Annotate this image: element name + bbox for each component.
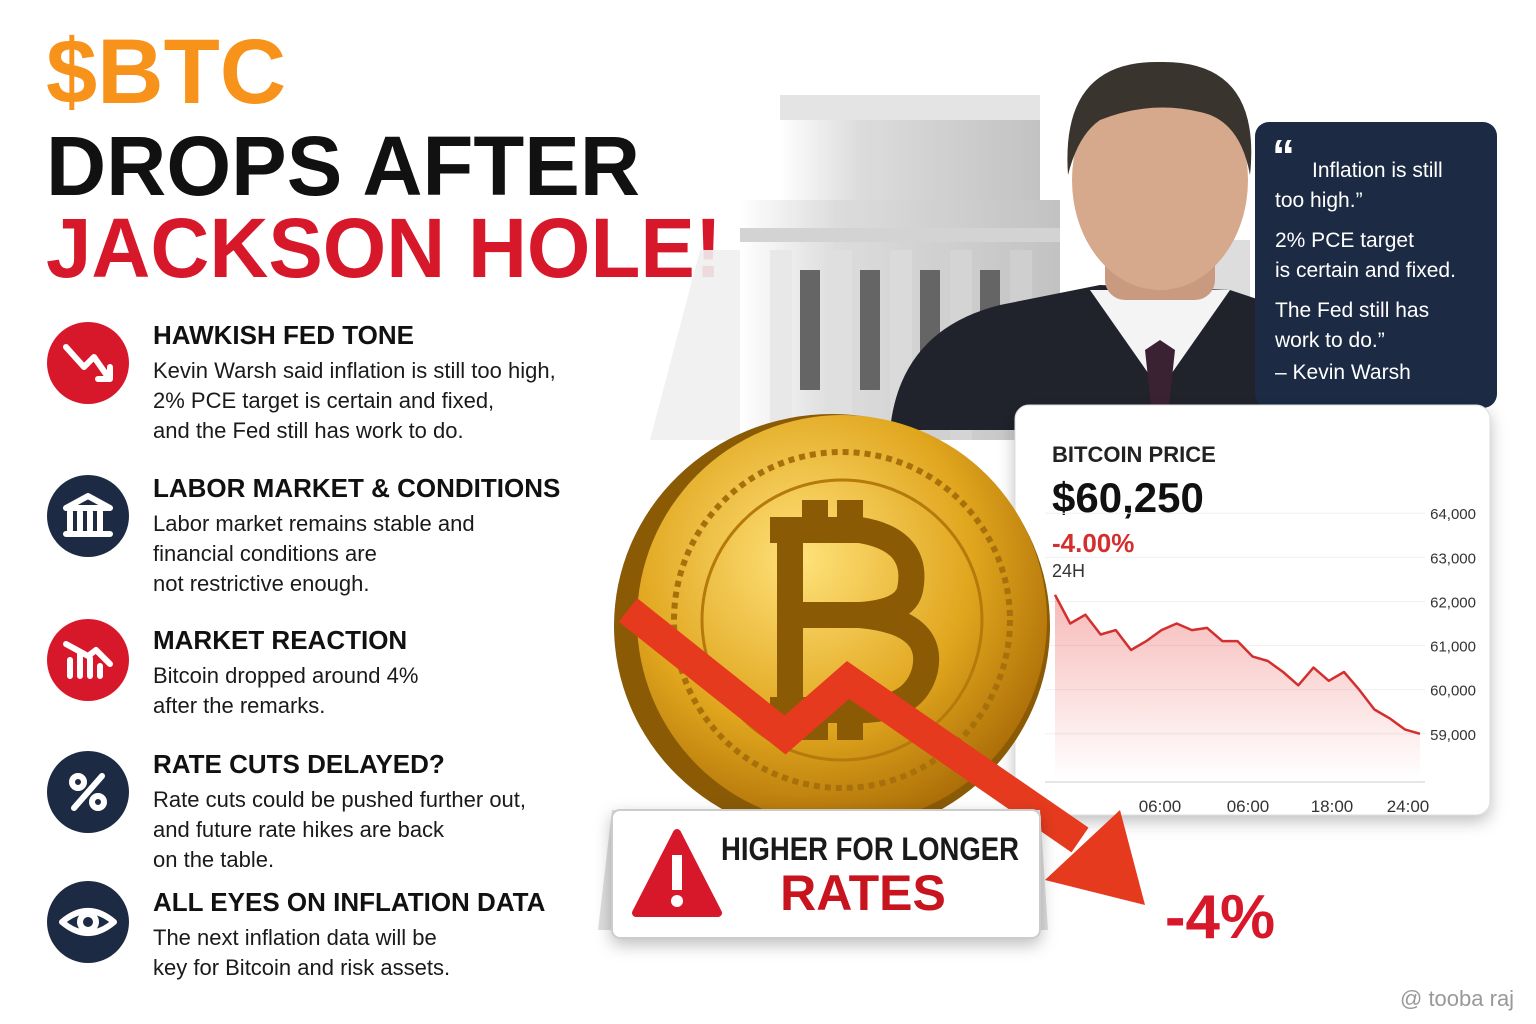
quote-line: 2% PCE target [1275,229,1414,252]
down-arrow [618,598,1145,905]
price-area [1055,594,1420,780]
point-text: Rate cuts could be pushed further out, [153,787,526,812]
headline-line: $BTC [46,21,286,123]
watermark: @ tooba raj [1400,986,1514,1011]
x-tick-label: 24:00 [1387,797,1430,816]
point-text: Kevin Warsh said inflation is still too … [153,358,556,383]
point-title: RATE CUTS DELAYED? [153,749,445,779]
y-tick-label: 64,000 [1430,506,1476,523]
bullet-icon [47,475,129,557]
period: 24H [1052,561,1085,581]
point-text: not restrictive enough. [153,571,369,596]
point-text: and future rate hikes are back [153,817,445,842]
quote-line: is certain and fixed. [1275,259,1456,282]
bullet-icon [47,322,129,404]
portrait [890,61,1352,430]
bullet-icon [47,881,129,963]
point-title: MARKET REACTION [153,625,407,655]
quote-line: The Fed still has [1275,299,1429,322]
price-card-title: BITCOIN PRICE [1052,442,1216,467]
point-text: key for Bitcoin and risk assets. [153,955,450,980]
y-tick-label: 60,000 [1430,683,1476,700]
point-text: financial conditions are [153,541,377,566]
quote-line: Inflation is still [1312,159,1443,182]
point-title: LABOR MARKET & CONDITIONS [153,473,560,503]
icon-glyph [59,908,117,936]
headline-line: JACKSON HOLE! [46,201,722,295]
point-text: The next inflation data will be [153,925,437,950]
point-text: Labor market remains stable and [153,511,475,536]
price: $60,250 [1052,474,1204,521]
icon-glyph [63,344,113,382]
point-text: on the table. [153,847,274,872]
icon-glyph [63,641,113,679]
sign-line: HIGHER FOR LONGER [721,831,1019,867]
quote-open-mark: “ [1272,130,1295,182]
x-tick-label: 06:00 [1139,797,1182,816]
point-title: ALL EYES ON INFLATION DATA [153,887,546,917]
bullet-icon [47,751,129,833]
icon-circle [47,881,129,963]
quote-line: too high.” [1275,189,1363,212]
point-text: and the Fed still has work to do. [153,418,464,443]
y-tick-label: 63,000 [1430,550,1476,567]
point-text: Bitcoin dropped around 4% [153,663,418,688]
sign-line: RATES [780,865,946,921]
icon-glyph [69,773,107,811]
drop-label: -4% [1165,883,1275,952]
x-tick-label: 06:00 [1227,797,1270,816]
price-line [1053,594,1421,736]
y-tick-label: 62,000 [1430,594,1476,611]
point-text: 2% PCE target is certain and fixed, [153,388,494,413]
warning-sign [598,809,1048,939]
y-tick-label: 61,000 [1430,639,1476,656]
x-tick-label: 18:00 [1311,797,1354,816]
price-change: -4.00% [1052,528,1134,558]
headline-line: DROPS AFTER [46,119,640,213]
point-text: after the remarks. [153,693,325,718]
icon-glyph [63,493,113,537]
point-title: HAWKISH FED TONE [153,320,414,350]
quote-line: work to do.” [1274,329,1385,352]
y-tick-label: 59,000 [1430,727,1476,744]
bullet-icon [47,619,129,701]
quote-attribution: – Kevin Warsh [1275,361,1411,384]
